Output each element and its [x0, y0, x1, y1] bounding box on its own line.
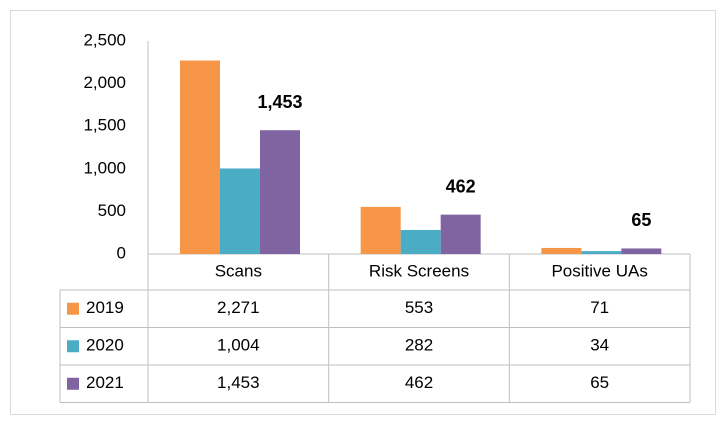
bar [360, 206, 401, 254]
bar [541, 247, 582, 254]
y-tick-label: 0 [117, 243, 126, 262]
table-cell: 282 [405, 336, 433, 355]
data-label: 462 [446, 176, 476, 196]
bar [581, 251, 622, 254]
bar [440, 214, 481, 254]
y-tick-label: 500 [98, 201, 126, 220]
y-tick-label: 2,000 [83, 73, 126, 92]
table-cell: 1,453 [217, 373, 260, 392]
y-tick-label: 1,000 [83, 158, 126, 177]
legend-swatch [67, 377, 79, 390]
table-cell: 1,004 [217, 336, 260, 355]
legend-label: 2021 [86, 373, 124, 392]
table-cell: 65 [590, 373, 609, 392]
table-cell: 462 [405, 373, 433, 392]
data-label: 1,453 [257, 92, 302, 112]
data-label: 65 [631, 210, 651, 230]
table-cell: 553 [405, 298, 433, 317]
bar [621, 248, 662, 254]
table-cell: 34 [590, 336, 609, 355]
legend-label: 2020 [86, 336, 124, 355]
bar [400, 229, 441, 254]
x-tick-label: Scans [215, 261, 262, 280]
legend-label: 2019 [86, 298, 124, 317]
legend-swatch [67, 302, 79, 315]
x-tick-label: Risk Screens [369, 261, 469, 280]
bar [260, 130, 300, 254]
y-tick-label: 1,500 [83, 116, 126, 135]
bar [220, 168, 260, 254]
x-tick-label: Positive UAs [551, 261, 647, 280]
table-cell: 2,271 [217, 298, 260, 317]
table-cell: 71 [590, 298, 609, 317]
bar [180, 60, 220, 254]
y-tick-label: 2,500 [83, 30, 126, 49]
legend-swatch [67, 340, 79, 353]
